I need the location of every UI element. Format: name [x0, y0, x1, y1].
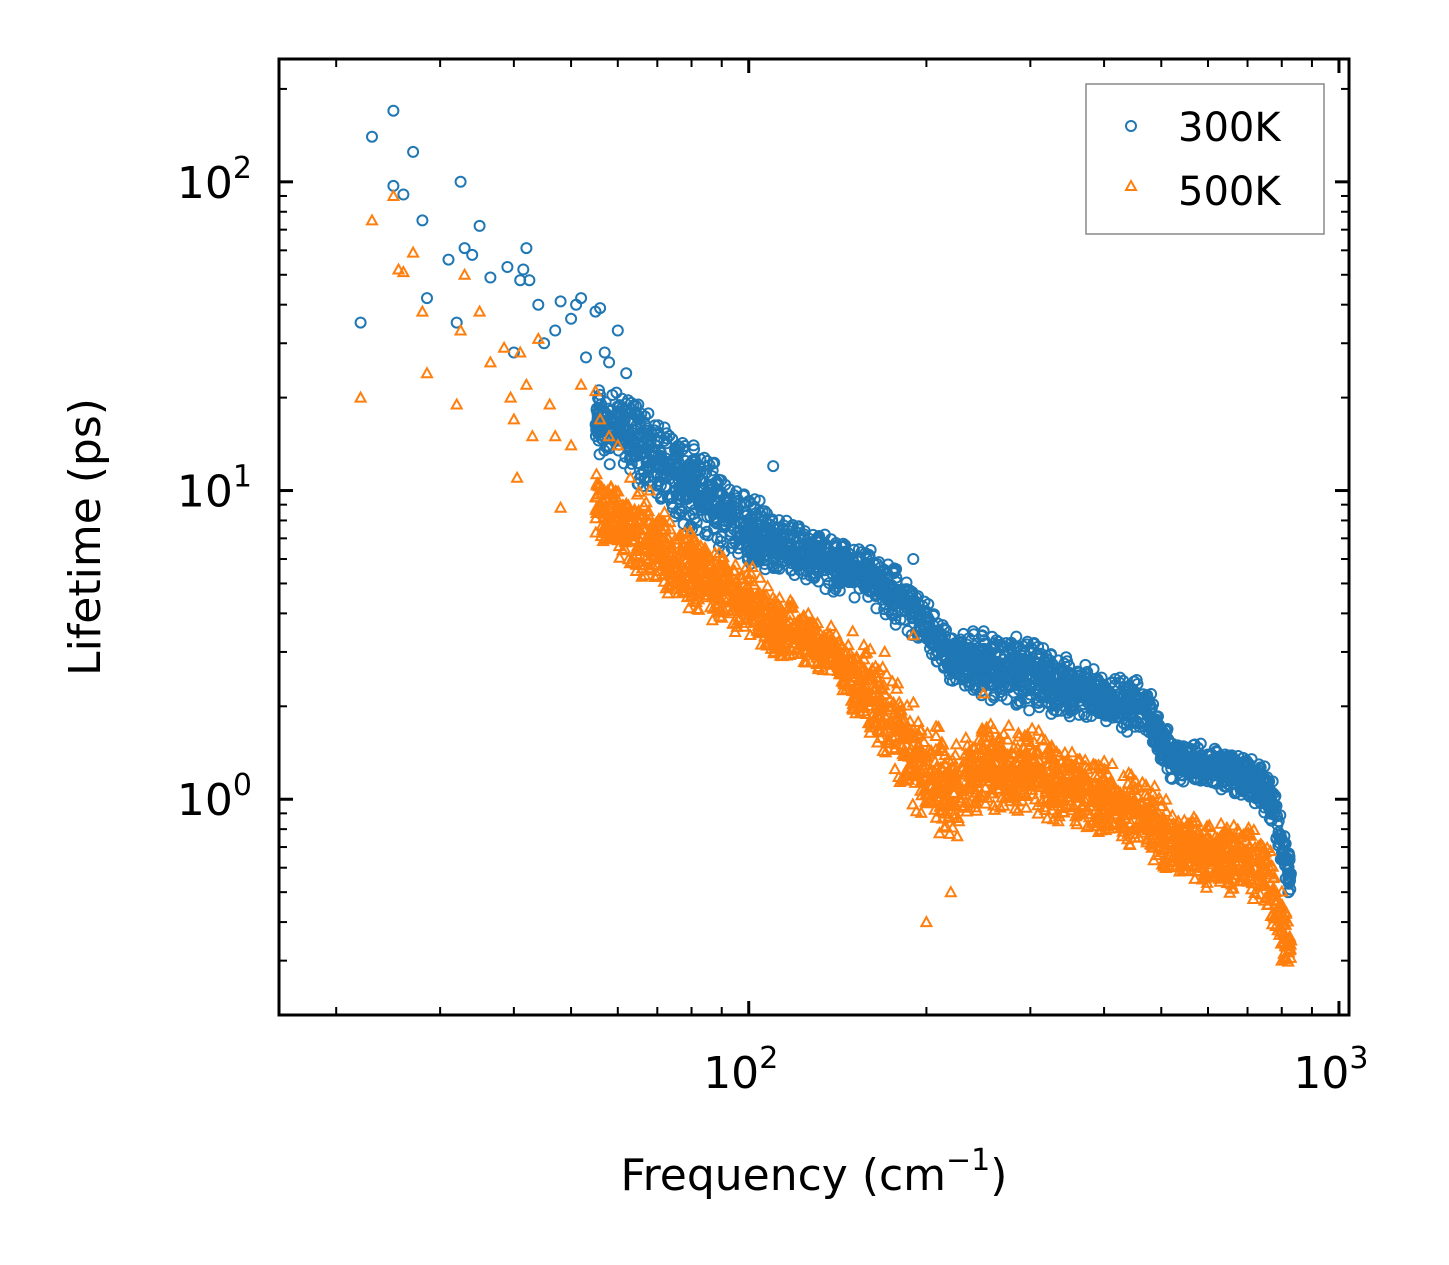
point-300k-28: [580, 351, 592, 364]
point-300k-14: [484, 271, 497, 284]
point-500k-19: [525, 429, 540, 442]
point-500k-655: [906, 797, 920, 810]
point-500k-2266: [589, 467, 604, 480]
point-500k-18: [519, 377, 534, 390]
point-300k-1037: [870, 602, 883, 615]
point-300k-1307: [975, 684, 988, 697]
point-300k-5: [407, 145, 420, 158]
point-300k-21: [532, 298, 545, 311]
point-500k-21: [543, 397, 557, 410]
point-300k-8: [442, 253, 455, 266]
point-300k-31: [598, 346, 611, 359]
point-500k-13: [497, 340, 511, 353]
point-500k-5: [406, 245, 420, 258]
point-500k-20: [531, 331, 545, 344]
point-300k-34: [620, 367, 633, 380]
point-300k-20: [523, 274, 536, 287]
point-500k-6: [415, 304, 430, 317]
point-300k-604: [984, 694, 997, 707]
point-500k-8: [450, 397, 464, 410]
point-300k-974: [1078, 708, 1091, 721]
point-300k-11: [458, 242, 471, 255]
point-300k-1: [366, 130, 378, 143]
point-500k-10: [457, 267, 472, 280]
point-500k-11: [472, 304, 487, 317]
point-500k-1965: [1227, 818, 1241, 831]
point-500k-23: [553, 500, 568, 513]
point-500k-24: [564, 438, 578, 451]
point-300k-1345: [714, 535, 727, 548]
point-500k-2251: [824, 618, 838, 631]
point-500k-15: [507, 412, 521, 425]
point-300k-27: [575, 292, 588, 305]
series-300k-points: [354, 104, 1297, 899]
point-500k-2: [386, 188, 401, 201]
point-300k-32: [603, 356, 616, 369]
point-500k-1463: [1065, 745, 1079, 758]
point-300k-30: [594, 302, 607, 315]
point-500k-1688: [949, 737, 963, 750]
point-300k-10: [454, 175, 467, 188]
point-300k-2: [387, 104, 400, 117]
point-500k-1153: [1002, 718, 1016, 731]
point-300k-33: [611, 324, 624, 337]
point-300k-0: [354, 316, 367, 329]
point-300k-12: [466, 248, 479, 261]
point-300k-42: [767, 460, 780, 473]
point-300k-18: [517, 263, 530, 276]
point-500k-22: [548, 429, 562, 442]
point-300k-25: [565, 312, 578, 325]
point-500k-16: [510, 470, 524, 483]
point-300k-420: [606, 389, 619, 401]
point-500k-40: [944, 885, 958, 898]
point-300k-1702: [603, 458, 616, 471]
point-500k-805: [959, 730, 973, 743]
point-300k-15: [501, 261, 514, 273]
point-300k-2425: [848, 591, 861, 604]
point-300k-7: [421, 292, 433, 305]
point-300k-23: [549, 324, 562, 337]
point-500k-2128: [1147, 779, 1162, 792]
point-300k-13: [473, 219, 486, 232]
point-300k-9: [450, 316, 463, 329]
point-300k-44: [907, 553, 920, 565]
point-500k-25: [574, 377, 588, 390]
point-500k-1: [365, 213, 379, 226]
point-300k-4: [397, 188, 410, 201]
point-300k-6: [416, 214, 429, 227]
point-500k-0: [353, 390, 368, 403]
point-300k-1196: [688, 443, 701, 456]
point-300k-19: [520, 242, 533, 255]
point-500k-7: [420, 366, 434, 379]
point-500k-36: [846, 624, 860, 637]
point-500k-37: [878, 644, 892, 657]
point-500k-39: [919, 915, 934, 928]
point-500k-14: [503, 390, 518, 403]
point-300k-24: [554, 295, 567, 308]
point-300k-1011: [1080, 710, 1093, 723]
point-500k-12: [483, 355, 498, 368]
